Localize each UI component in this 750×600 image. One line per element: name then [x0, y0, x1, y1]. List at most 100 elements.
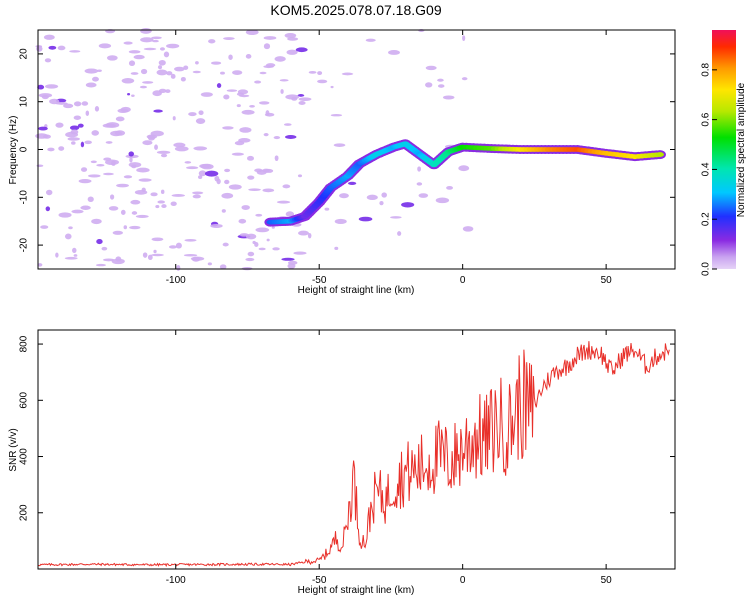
spectrogram-noise-blob	[263, 36, 277, 40]
spectrogram-noise-blob	[175, 242, 182, 249]
figure-title: KOM5.2025.078.07.18.G09	[270, 2, 441, 18]
spectrogram-noise-blob	[231, 152, 244, 156]
spectrogram-noise-blob	[418, 29, 425, 33]
spectrogram-noise-blob	[87, 196, 94, 203]
spectrogram-noise-blob	[45, 206, 51, 212]
spectrogram-noise-blob	[258, 101, 270, 105]
spectrogram-noise-blob	[172, 116, 176, 121]
spectrogram-noise-blob	[191, 256, 201, 262]
spectrogram-noise-blob	[65, 131, 79, 138]
spectrogram-noise-blob	[106, 55, 118, 61]
spectrogram-noise-blob	[245, 233, 257, 240]
spectrogram-noise-blob	[228, 184, 242, 190]
spectrogram-noise-blob	[265, 110, 270, 116]
colorbar-tick-label: 0.0	[701, 262, 712, 276]
spectrogram-noise-blob	[72, 247, 77, 254]
spectrogram-noise-blob	[280, 89, 284, 94]
spectrogram-noise-blob	[224, 179, 230, 185]
spectrogram-noise-blob	[271, 226, 275, 229]
spectrogram-noise-blob	[84, 68, 99, 74]
spectrogram-noise-blob	[297, 174, 303, 178]
spectrogram-noise-blob	[462, 35, 466, 42]
spectrogram-noise-blob	[153, 109, 163, 113]
spectrogram-noise-blob	[262, 188, 275, 193]
spectrogram-noise-blob	[397, 231, 402, 236]
spectrogram-noise-blob	[123, 41, 133, 45]
spectrogram-noise-blob	[128, 60, 136, 67]
spectrogram-noise-blob	[125, 154, 139, 159]
spectrogram-noise-blob	[210, 223, 223, 228]
spectrogram-y-tick-label: 0	[19, 146, 30, 152]
spectrogram-noise-layer	[35, 28, 474, 271]
spectrogram-noise-blob	[55, 252, 59, 258]
spectrogram-noise-blob	[358, 216, 373, 222]
spectrogram-noise-blob	[339, 193, 349, 199]
spectrogram-noise-blob	[192, 191, 204, 195]
snr-x-tick-label: 50	[601, 575, 613, 586]
spectrogram-y-tick-label: -20	[19, 237, 30, 252]
spectrogram-noise-blob	[180, 77, 186, 82]
spectrogram-noise-blob	[317, 79, 328, 84]
spectrogram-noise-blob	[216, 83, 222, 88]
spectrogram-noise-blob	[245, 29, 259, 35]
spectrogram-noise-blob	[437, 84, 445, 88]
snr-x-tick-label: -100	[166, 575, 186, 586]
spectrogram-noise-blob	[85, 82, 97, 88]
spectrogram-noise-blob	[128, 151, 135, 157]
spectrogram-noise-blob	[96, 163, 105, 167]
spectrogram-noise-blob	[138, 178, 152, 182]
spectrogram-noise-blob	[159, 47, 165, 51]
spectrogram-noise-blob	[58, 146, 65, 151]
spectrogram-noise-blob	[73, 101, 82, 107]
spectrogram-noise-blob	[365, 38, 376, 42]
spectrogram-noise-blob	[47, 147, 55, 152]
spectrogram-noise-blob	[221, 192, 234, 199]
snr-y-tick-label: 800	[19, 335, 30, 352]
spectrogram-noise-blob	[152, 39, 159, 43]
spectrogram-noise-blob	[120, 106, 131, 113]
spectrogram-noise-blob	[84, 140, 92, 145]
spectrogram-noise-blob	[334, 246, 339, 251]
spectrogram-noise-blob	[276, 200, 291, 204]
spectrogram-noise-blob	[142, 140, 153, 146]
colorbar-gradient	[712, 30, 736, 269]
spectrogram-noise-blob	[88, 174, 101, 178]
spectrogram-noise-blob	[55, 122, 64, 128]
spectrogram-noise-blob	[157, 65, 163, 70]
colorbar-tick-label: 0.4	[701, 162, 712, 176]
spectrogram-noise-blob	[239, 127, 252, 133]
spectrogram-noise-blob	[200, 163, 214, 170]
spectrogram-noise-blob	[241, 109, 255, 115]
spectrogram-noise-blob	[366, 194, 378, 201]
colorbar-label: Normalized spectral amplitude	[736, 82, 747, 217]
spectrogram-noise-blob	[284, 135, 297, 139]
spectrogram-noise-blob	[204, 170, 219, 177]
spectrogram-noise-blob	[105, 141, 113, 144]
spectrogram-noise-blob	[69, 50, 81, 53]
colorbar-ticks: 0.0 0.2 0.4 0.6 0.8	[701, 62, 717, 276]
spectrogram-noise-blob	[94, 106, 100, 112]
spectrogram-noise-blob	[43, 34, 55, 40]
spectrogram-noise-blob	[249, 104, 255, 108]
snr-x-tick-label: 0	[460, 575, 466, 586]
spectrogram-noise-blob	[81, 101, 89, 106]
spectrogram-noise-blob	[108, 206, 119, 211]
spectrogram-noise-blob	[259, 71, 267, 75]
spectrogram-noise-blob	[160, 189, 165, 195]
spectrogram-noise-blob	[239, 94, 250, 98]
spectrogram-noise-blob	[341, 72, 354, 76]
spectrogram-noise-blob	[287, 37, 299, 41]
spectrogram-noise-blob	[176, 264, 181, 271]
spectrogram-noise-blob	[121, 78, 135, 84]
spectrogram-noise-blob	[193, 146, 208, 151]
snr-y-ticks: 200 400 600 800	[19, 335, 675, 521]
spectrogram-noise-blob	[226, 89, 238, 92]
spectrogram-noise-blob	[151, 36, 162, 40]
spectrogram-noise-blob	[142, 252, 148, 258]
spectrogram-noise-blob	[224, 168, 231, 173]
spectrogram-noise-blob	[287, 263, 296, 269]
spectrogram-noise-blob	[98, 43, 112, 49]
spectrogram-noise-blob	[273, 136, 281, 140]
spectrogram-noise-blob	[163, 51, 170, 58]
